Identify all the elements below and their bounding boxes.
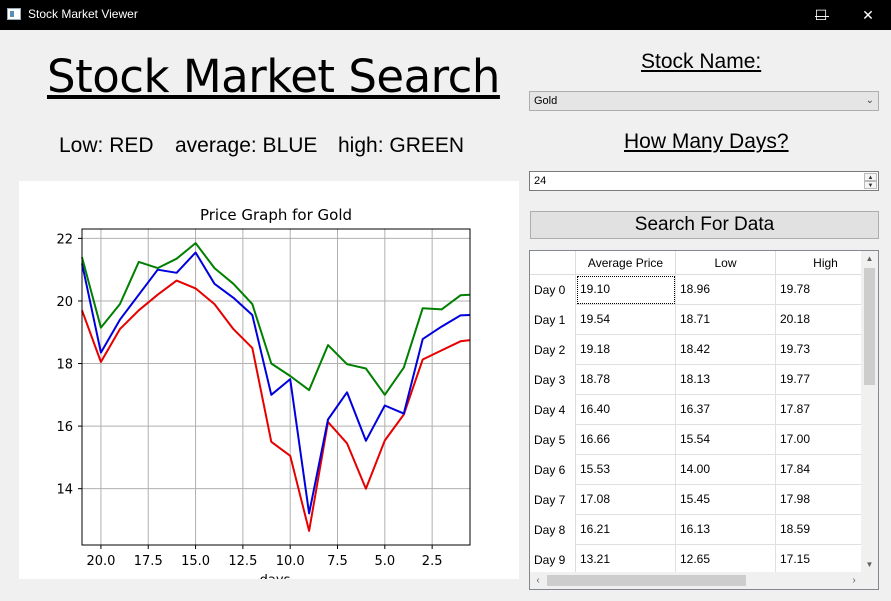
scroll-down-icon[interactable]: ▼ <box>865 560 874 569</box>
scroll-left-icon[interactable]: ‹ <box>536 575 540 586</box>
table-row[interactable]: Day 3 18.78 18.13 19.77 <box>530 365 876 395</box>
price-chart: 20.0 17.5 15.0 12.5 10.0 7.5 5.0 2.5 14 16 18 20 22 P… <box>56 206 471 588</box>
scroll-right-icon[interactable]: › <box>852 575 856 586</box>
row-header[interactable]: Day 5 <box>530 425 576 455</box>
row-header[interactable]: Day 2 <box>530 335 576 365</box>
cell-low[interactable]: 15.45 <box>676 485 776 515</box>
table-corner[interactable] <box>530 251 576 275</box>
row-header[interactable]: Day 9 <box>530 545 576 575</box>
table-row[interactable]: Day 2 19.18 18.42 19.73 <box>530 335 876 365</box>
table-row[interactable]: Day 7 17.08 15.45 17.98 <box>530 485 876 515</box>
col-header-average[interactable]: Average Price <box>576 251 676 275</box>
row-header[interactable]: Day 3 <box>530 365 576 395</box>
spin-down-icon[interactable]: ▼ <box>864 181 877 189</box>
table-row[interactable]: Day 8 16.21 16.13 18.59 <box>530 515 876 545</box>
app-icon <box>7 8 21 20</box>
horizontal-scrollbar[interactable]: ‹ › <box>530 572 862 589</box>
cell-average[interactable]: 16.66 <box>576 425 676 455</box>
maximize-icon: ☐ <box>814 7 828 23</box>
vertical-scroll-thumb[interactable] <box>864 268 875 385</box>
x-tick-label: 7.5 <box>327 554 348 569</box>
x-axis-label: days <box>260 573 291 579</box>
cell-low[interactable]: 16.37 <box>676 395 776 425</box>
close-button[interactable]: ✕ <box>862 7 874 23</box>
legend-average: average: BLUE <box>175 134 318 157</box>
cell-average[interactable]: 16.21 <box>576 515 676 545</box>
days-value: 24 <box>534 175 547 187</box>
cell-average[interactable]: 16.40 <box>576 395 676 425</box>
price-chart-container: 20.0 17.5 15.0 12.5 10.0 7.5 5.0 2.5 14 16 18 20 22 P… <box>19 181 519 588</box>
page-title: Stock Market Search <box>47 50 500 103</box>
cell-low[interactable]: 12.65 <box>676 545 776 575</box>
data-table[interactable]: Average Price Low High Day 0 19.10 18.96 19… <box>529 250 879 590</box>
stock-name-value: Gold <box>534 95 558 107</box>
series-line-high <box>81 242 471 396</box>
table-row[interactable]: Day 9 13.21 12.65 17.15 <box>530 545 876 575</box>
cell-low[interactable]: 18.71 <box>676 305 776 335</box>
cell-low[interactable]: 14.00 <box>676 455 776 485</box>
x-tick-label: 2.5 <box>422 554 443 569</box>
cell-average[interactable]: 15.53 <box>576 455 676 485</box>
cell-average[interactable]: 18.78 <box>576 365 676 395</box>
cell-average[interactable]: 19.10 <box>576 275 676 305</box>
title-bar: Stock Market Viewer — ☐ ✕ <box>0 0 891 30</box>
cell-low[interactable]: 18.42 <box>676 335 776 365</box>
scroll-up-icon[interactable]: ▲ <box>865 254 874 263</box>
y-tick-label: 14 <box>56 483 73 498</box>
cell-low[interactable]: 16.13 <box>676 515 776 545</box>
cell-average[interactable]: 19.18 <box>576 335 676 365</box>
scroll-corner <box>861 572 878 589</box>
series-line-low <box>81 279 471 532</box>
legend-high: high: GREEN <box>338 134 465 157</box>
cell-average[interactable]: 13.21 <box>576 545 676 575</box>
x-tick-label: 10.0 <box>276 554 305 569</box>
cell-low[interactable]: 15.54 <box>676 425 776 455</box>
chart-title: Price Graph for Gold <box>200 206 352 224</box>
row-header[interactable]: Day 8 <box>530 515 576 545</box>
y-tick-label: 18 <box>56 358 73 373</box>
x-tick-label: 12.5 <box>228 554 257 569</box>
window-title: Stock Market Viewer <box>28 7 138 21</box>
plot-frame <box>81 228 471 546</box>
row-header[interactable]: Day 7 <box>530 485 576 515</box>
cell-low[interactable]: 18.13 <box>676 365 776 395</box>
spin-up-icon[interactable]: ▲ <box>864 173 877 181</box>
row-header[interactable]: Day 4 <box>530 395 576 425</box>
series-line-average <box>81 251 471 515</box>
row-header[interactable]: Day 6 <box>530 455 576 485</box>
days-spinbox[interactable]: 24 ▲ ▼ <box>529 171 879 191</box>
chevron-down-icon: ⌄ <box>865 95 874 106</box>
table-row[interactable]: Day 6 15.53 14.00 17.84 <box>530 455 876 485</box>
stock-name-label: Stock Name: <box>641 50 762 73</box>
maximize-button-wrap[interactable]: ☐ <box>798 0 844 30</box>
days-label: How Many Days? <box>624 130 789 153</box>
table-row[interactable]: Day 0 19.10 18.96 19.78 <box>530 275 876 305</box>
cell-average[interactable]: 19.54 <box>576 305 676 335</box>
y-tick-label: 22 <box>56 232 73 247</box>
legend-low: Low: RED <box>59 134 154 157</box>
table-row[interactable]: Day 1 19.54 18.71 20.18 <box>530 305 876 335</box>
y-tick-label: 16 <box>56 420 73 435</box>
x-tick-label: 20.0 <box>86 554 115 569</box>
cell-average[interactable]: 17.08 <box>576 485 676 515</box>
table-row[interactable]: Day 5 16.66 15.54 17.00 <box>530 425 876 455</box>
x-tick-label: 15.0 <box>181 554 210 569</box>
y-tick-label: 20 <box>56 295 73 310</box>
table-row[interactable]: Day 4 16.40 16.37 17.87 <box>530 395 876 425</box>
cell-low[interactable]: 18.96 <box>676 275 776 305</box>
x-tick-label: 5.0 <box>374 554 395 569</box>
row-header[interactable]: Day 1 <box>530 305 576 335</box>
minimize-button[interactable]: — <box>815 7 829 23</box>
x-tick-label: 17.5 <box>134 554 163 569</box>
horizontal-scroll-thumb[interactable] <box>547 575 746 586</box>
search-button[interactable]: Search For Data <box>530 211 879 239</box>
col-header-high[interactable]: High <box>776 251 876 275</box>
row-header[interactable]: Day 0 <box>530 275 576 305</box>
vertical-scrollbar[interactable]: ▲ ▼ <box>861 251 878 573</box>
col-header-low[interactable]: Low <box>676 251 776 275</box>
stock-name-dropdown[interactable]: Gold ⌄ <box>529 91 879 111</box>
